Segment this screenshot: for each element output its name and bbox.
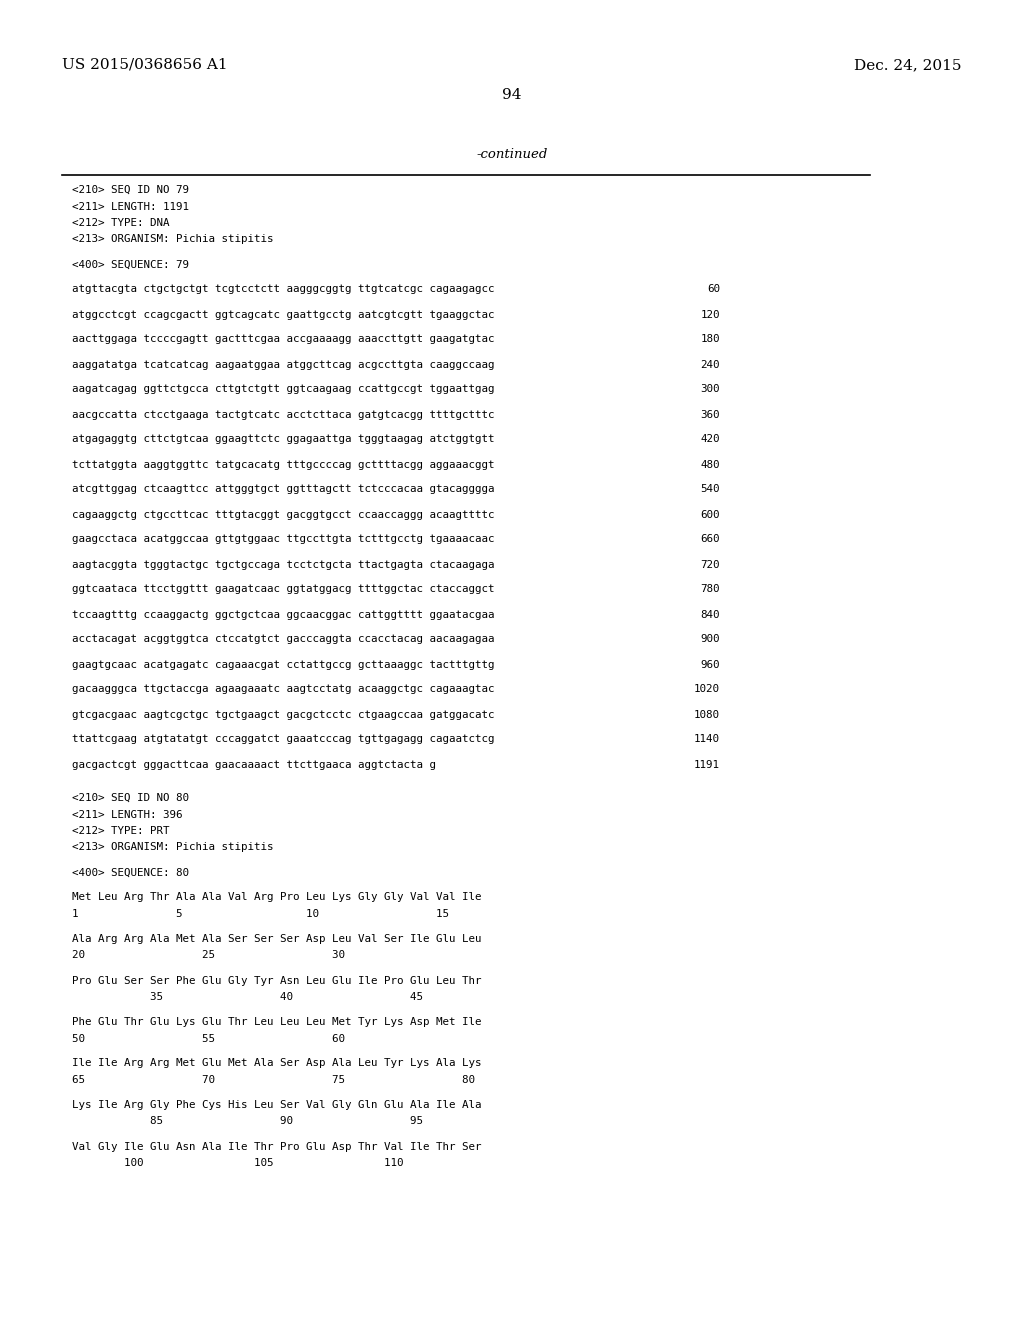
Text: tccaagtttg ccaaggactg ggctgctcaa ggcaacggac cattggtttt ggaatacgaa: tccaagtttg ccaaggactg ggctgctcaa ggcaacg… [72,610,495,619]
Text: gacaagggca ttgctaccga agaagaaatc aagtcctatg acaaggctgc cagaaagtac: gacaagggca ttgctaccga agaagaaatc aagtcct… [72,685,495,694]
Text: ggtcaataca ttcctggttt gaagatcaac ggtatggacg ttttggctac ctaccaggct: ggtcaataca ttcctggttt gaagatcaac ggtatgg… [72,585,495,594]
Text: 660: 660 [700,535,720,544]
Text: 35                  40                  45: 35 40 45 [72,993,423,1002]
Text: atgagaggtg cttctgtcaa ggaagttctc ggagaattga tgggtaagag atctggtgtt: atgagaggtg cttctgtcaa ggaagttctc ggagaat… [72,434,495,445]
Text: atgttacgta ctgctgctgt tcgtcctctt aagggcggtg ttgtcatcgc cagaagagcc: atgttacgta ctgctgctgt tcgtcctctt aagggcg… [72,285,495,294]
Text: acctacagat acggtggtca ctccatgtct gacccaggta ccacctacag aacaagagaa: acctacagat acggtggtca ctccatgtct gacccag… [72,635,495,644]
Text: <210> SEQ ID NO 80: <210> SEQ ID NO 80 [72,793,189,803]
Text: 480: 480 [700,459,720,470]
Text: <211> LENGTH: 1191: <211> LENGTH: 1191 [72,202,189,211]
Text: aacttggaga tccccgagtt gactttcgaa accgaaaagg aaaccttgtt gaagatgtac: aacttggaga tccccgagtt gactttcgaa accgaaa… [72,334,495,345]
Text: <213> ORGANISM: Pichia stipitis: <213> ORGANISM: Pichia stipitis [72,842,273,853]
Text: 360: 360 [700,409,720,420]
Text: aacgccatta ctcctgaaga tactgtcatc acctcttaca gatgtcacgg ttttgctttc: aacgccatta ctcctgaaga tactgtcatc acctctt… [72,409,495,420]
Text: <210> SEQ ID NO 79: <210> SEQ ID NO 79 [72,185,189,195]
Text: Ala Arg Arg Ala Met Ala Ser Ser Ser Asp Leu Val Ser Ile Glu Leu: Ala Arg Arg Ala Met Ala Ser Ser Ser Asp … [72,935,481,944]
Text: 60: 60 [707,285,720,294]
Text: atcgttggag ctcaagttcc attgggtgct ggtttagctt tctcccacaa gtacagggga: atcgttggag ctcaagttcc attgggtgct ggtttag… [72,484,495,495]
Text: <211> LENGTH: 396: <211> LENGTH: 396 [72,809,182,820]
Text: 720: 720 [700,560,720,569]
Text: 100                 105                 110: 100 105 110 [72,1158,403,1168]
Text: 1               5                   10                  15: 1 5 10 15 [72,909,449,919]
Text: cagaaggctg ctgccttcac tttgtacggt gacggtgcct ccaaccaggg acaagttttc: cagaaggctg ctgccttcac tttgtacggt gacggtg… [72,510,495,520]
Text: 20                  25                  30: 20 25 30 [72,950,345,961]
Text: 1191: 1191 [694,759,720,770]
Text: Val Gly Ile Glu Asn Ala Ile Thr Pro Glu Asp Thr Val Ile Thr Ser: Val Gly Ile Glu Asn Ala Ile Thr Pro Glu … [72,1142,481,1151]
Text: aaggatatga tcatcatcag aagaatggaa atggcttcag acgccttgta caaggccaag: aaggatatga tcatcatcag aagaatggaa atggctt… [72,359,495,370]
Text: 960: 960 [700,660,720,669]
Text: 1140: 1140 [694,734,720,744]
Text: 240: 240 [700,359,720,370]
Text: aagatcagag ggttctgcca cttgtctgtt ggtcaagaag ccattgccgt tggaattgag: aagatcagag ggttctgcca cttgtctgtt ggtcaag… [72,384,495,395]
Text: gaagcctaca acatggccaa gttgtggaac ttgccttgta tctttgcctg tgaaaacaac: gaagcctaca acatggccaa gttgtggaac ttgcctt… [72,535,495,544]
Text: gaagtgcaac acatgagatc cagaaacgat cctattgccg gcttaaaggc tactttgttg: gaagtgcaac acatgagatc cagaaacgat cctattg… [72,660,495,669]
Text: 94: 94 [502,88,522,102]
Text: 120: 120 [700,309,720,319]
Text: 50                  55                  60: 50 55 60 [72,1034,345,1044]
Text: 780: 780 [700,585,720,594]
Text: Phe Glu Thr Glu Lys Glu Thr Leu Leu Leu Met Tyr Lys Asp Met Ile: Phe Glu Thr Glu Lys Glu Thr Leu Leu Leu … [72,1016,481,1027]
Text: US 2015/0368656 A1: US 2015/0368656 A1 [62,58,227,73]
Text: 1080: 1080 [694,710,720,719]
Text: 840: 840 [700,610,720,619]
Text: 85                  90                  95: 85 90 95 [72,1117,423,1126]
Text: 540: 540 [700,484,720,495]
Text: <212> TYPE: PRT: <212> TYPE: PRT [72,826,170,836]
Text: <400> SEQUENCE: 79: <400> SEQUENCE: 79 [72,260,189,269]
Text: 900: 900 [700,635,720,644]
Text: Met Leu Arg Thr Ala Ala Val Arg Pro Leu Lys Gly Gly Val Val Ile: Met Leu Arg Thr Ala Ala Val Arg Pro Leu … [72,892,481,903]
Text: 180: 180 [700,334,720,345]
Text: 600: 600 [700,510,720,520]
Text: <212> TYPE: DNA: <212> TYPE: DNA [72,218,170,228]
Text: atggcctcgt ccagcgactt ggtcagcatc gaattgcctg aatcgtcgtt tgaaggctac: atggcctcgt ccagcgactt ggtcagcatc gaattgc… [72,309,495,319]
Text: 1020: 1020 [694,685,720,694]
Text: gtcgacgaac aagtcgctgc tgctgaagct gacgctcctc ctgaagccaa gatggacatc: gtcgacgaac aagtcgctgc tgctgaagct gacgctc… [72,710,495,719]
Text: ttattcgaag atgtatatgt cccaggatct gaaatcccag tgttgagagg cagaatctcg: ttattcgaag atgtatatgt cccaggatct gaaatcc… [72,734,495,744]
Text: 300: 300 [700,384,720,395]
Text: -continued: -continued [476,148,548,161]
Text: 420: 420 [700,434,720,445]
Text: <213> ORGANISM: Pichia stipitis: <213> ORGANISM: Pichia stipitis [72,235,273,244]
Text: 65                  70                  75                  80: 65 70 75 80 [72,1074,475,1085]
Text: Lys Ile Arg Gly Phe Cys His Leu Ser Val Gly Gln Glu Ala Ile Ala: Lys Ile Arg Gly Phe Cys His Leu Ser Val … [72,1100,481,1110]
Text: tcttatggta aaggtggttc tatgcacatg tttgccccag gcttttacgg aggaaacggt: tcttatggta aaggtggttc tatgcacatg tttgccc… [72,459,495,470]
Text: Dec. 24, 2015: Dec. 24, 2015 [854,58,962,73]
Text: gacgactcgt gggacttcaa gaacaaaact ttcttgaaca aggtctacta g: gacgactcgt gggacttcaa gaacaaaact ttcttga… [72,759,436,770]
Text: Ile Ile Arg Arg Met Glu Met Ala Ser Asp Ala Leu Tyr Lys Ala Lys: Ile Ile Arg Arg Met Glu Met Ala Ser Asp … [72,1059,481,1068]
Text: Pro Glu Ser Ser Phe Glu Gly Tyr Asn Leu Glu Ile Pro Glu Leu Thr: Pro Glu Ser Ser Phe Glu Gly Tyr Asn Leu … [72,975,481,986]
Text: <400> SEQUENCE: 80: <400> SEQUENCE: 80 [72,867,189,878]
Text: aagtacggta tgggtactgc tgctgccaga tcctctgcta ttactgagta ctacaagaga: aagtacggta tgggtactgc tgctgccaga tcctctg… [72,560,495,569]
